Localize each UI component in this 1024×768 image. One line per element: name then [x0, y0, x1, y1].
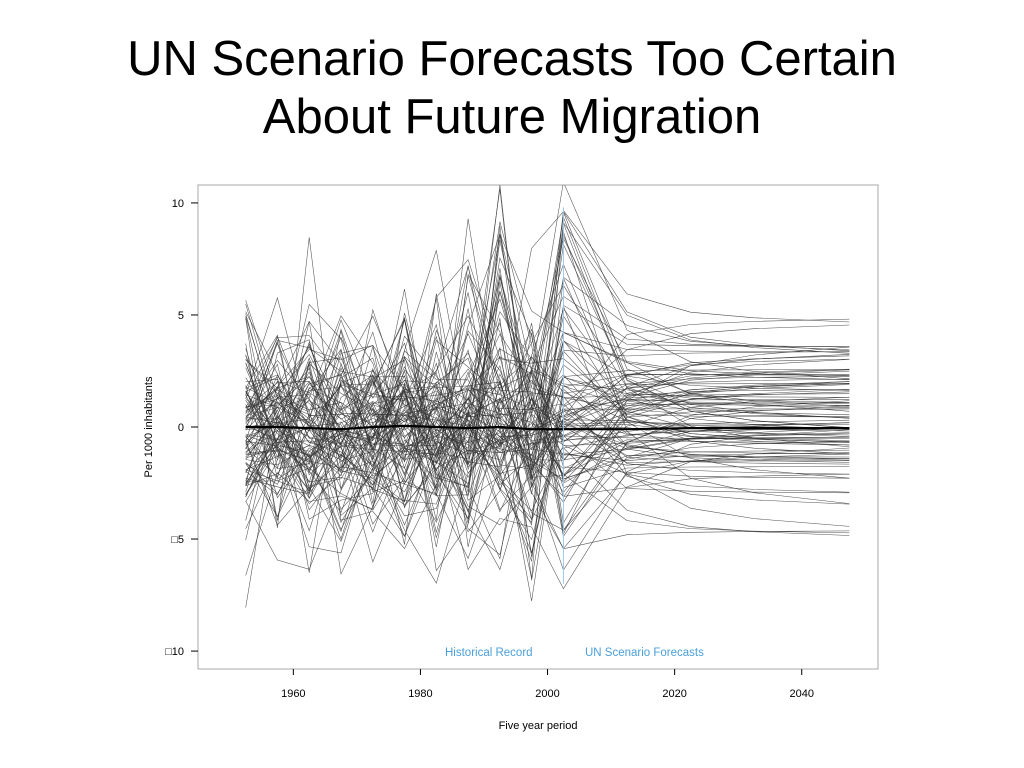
country-series-line	[245, 333, 850, 476]
x-tick-label: 1980	[408, 688, 432, 700]
country-series-line	[245, 300, 850, 524]
country-series-line	[245, 366, 850, 513]
country-series-line	[245, 400, 850, 456]
x-axis-title: Five year period	[499, 720, 578, 732]
country-series-line	[245, 263, 850, 518]
country-series-line	[245, 370, 850, 450]
country-series-line	[245, 318, 850, 461]
country-series-line	[245, 354, 850, 511]
country-series-line	[245, 341, 850, 446]
y-tick-label: 0	[178, 422, 184, 434]
country-series-line	[245, 373, 850, 496]
axis-layer: 1960 1980 2000 2020 2040 10 5 0 □5 □10	[165, 198, 814, 700]
x-tick-label: 2040	[789, 688, 813, 700]
x-tick-label: 2000	[535, 688, 559, 700]
y-tick-label: □10	[165, 646, 184, 658]
country-series-line	[245, 218, 850, 531]
country-series-line	[245, 339, 850, 572]
country-series-line	[245, 391, 850, 608]
country-series-line	[245, 356, 850, 505]
country-series-line	[245, 259, 850, 463]
country-series-line	[245, 211, 850, 482]
country-series-line	[245, 321, 850, 523]
y-tick-label: 5	[178, 310, 184, 322]
country-series-line	[245, 223, 850, 526]
country-series-line	[245, 237, 850, 529]
country-series-line	[245, 209, 850, 526]
country-series-line	[245, 225, 850, 520]
country-series-line	[245, 319, 850, 557]
country-series-line	[245, 221, 850, 570]
country-series-line	[245, 343, 850, 521]
x-tick-label: 1960	[281, 688, 305, 700]
country-series-line	[245, 345, 850, 556]
country-series-line	[245, 250, 850, 532]
country-series-line	[245, 221, 850, 584]
country-series-line	[245, 211, 850, 575]
country-series-line	[245, 324, 850, 554]
country-series-line	[245, 277, 850, 501]
country-series-line	[245, 303, 850, 527]
country-series-line	[245, 290, 850, 529]
y-axis-title: Per 1000 inhabitants	[143, 376, 155, 477]
country-series-line	[245, 185, 850, 486]
country-series-line	[245, 321, 850, 550]
country-series-line	[245, 382, 850, 509]
mean-series-line	[245, 424, 850, 431]
y-tick-label: 10	[172, 198, 184, 210]
series-layer	[245, 185, 850, 608]
country-series-line	[245, 418, 850, 521]
country-series-line	[245, 340, 850, 563]
y-tick-label: □5	[171, 534, 184, 546]
country-series-line	[245, 444, 850, 590]
slide-title-line-1: UN Scenario Forecasts Too Certain	[127, 32, 897, 86]
country-series-line	[245, 233, 850, 464]
country-series-line	[245, 230, 850, 504]
x-tick-label: 2020	[662, 688, 686, 700]
country-series-line	[245, 339, 850, 538]
country-series-line	[245, 388, 850, 602]
forecast-label: UN Scenario Forecasts	[585, 647, 704, 659]
country-series-line	[245, 398, 850, 458]
country-series-line	[245, 331, 850, 512]
slide-title: UN Scenario Forecasts Too Certain About …	[0, 30, 1024, 146]
country-series-line	[245, 188, 850, 540]
historical-record-label: Historical Record	[445, 647, 533, 659]
slide-title-line-2: About Future Migration	[262, 90, 762, 144]
country-series-line	[245, 276, 850, 497]
country-series-line	[245, 233, 850, 497]
country-series-line	[245, 318, 850, 581]
